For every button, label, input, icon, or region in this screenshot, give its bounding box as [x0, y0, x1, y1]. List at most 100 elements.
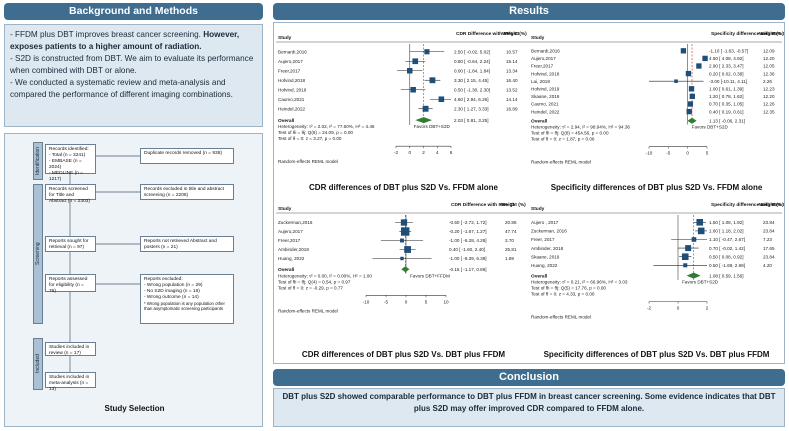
- prisma-connectors: [69, 155, 140, 372]
- weight-value: 15.14: [506, 59, 518, 64]
- excluded-reports-line: * Wrong population is any population oth…: [144, 300, 225, 311]
- ci-value: 0.50 [ -1.30, 2.30]: [454, 87, 490, 92]
- caption-p1: CDR differences of DBT plus S2D Vs. FFDM…: [309, 183, 498, 192]
- weight-value: 25.81: [505, 247, 517, 252]
- prisma-duplicates: Duplicate records removed (n = 938): [140, 148, 234, 164]
- x-tick-label: 5: [425, 299, 428, 304]
- ci-value: 0.70 [ 0.35, 1.05]: [709, 102, 743, 107]
- x-tick-label: 2: [422, 150, 425, 155]
- point-estimate-marker: [424, 49, 430, 55]
- point-estimate-marker: [400, 227, 410, 236]
- model-note: Random-effects REML model: [278, 159, 338, 164]
- overall-ci-value: 1.08 [ 0.59, 1.56]: [709, 273, 743, 278]
- forest-plot-spec-dbt-s2d-vs-dbt-ffdm: Study Specificity difference with 95% CIW…: [529, 202, 784, 320]
- weight-value: 12.09: [763, 49, 775, 54]
- weight-value: 12.05: [763, 64, 775, 69]
- x-tick-label: 5: [706, 151, 709, 156]
- excluded-reports-line: - Wrong population (n = 29): [144, 282, 203, 288]
- ci-value: 1.60 [ 1.18, 2.02]: [709, 229, 743, 234]
- column-header-weight: Weight (%): [759, 202, 784, 208]
- x-tick-label: -2: [647, 306, 652, 311]
- study-label: Huang, 2022: [531, 263, 558, 268]
- weight-value: 14.14: [506, 97, 518, 102]
- prisma-stage-identification: Identification: [33, 142, 43, 180]
- study-label: Heindel, 2022: [531, 109, 560, 114]
- ci-value: 1.00 [ 0.61, 1.39]: [709, 87, 743, 92]
- point-estimate-marker: [688, 86, 695, 92]
- column-header-weight: Weight (%): [759, 31, 784, 37]
- x-tick-label: 4: [436, 150, 439, 155]
- background-header: Background and Methods: [4, 3, 263, 20]
- prisma-in-review: Studies included in review (n = 17): [45, 342, 96, 356]
- model-note: Random-effects REML model: [531, 315, 591, 320]
- ci-value: -3.00 [-10.11, 4.11]: [709, 79, 747, 84]
- x-tick-label: -10: [363, 299, 370, 304]
- prisma-sought: Reports sought for retrieval (n = 97): [45, 236, 96, 252]
- heterogeneity-stat: Test of θ = 0: z = 4.33, p = 0.00: [531, 292, 595, 297]
- study-label: Hofvind, 2019: [278, 87, 307, 92]
- model-note: Random-effects REML model: [278, 308, 338, 313]
- study-label: Freer,2017: [278, 68, 301, 73]
- heterogeneity-stat: Test of θi = θj: Q(4) = 0.54, p = 0.97: [278, 279, 351, 284]
- prisma-screened: Records screened for Title and Abstract …: [45, 184, 96, 204]
- favors-label: Favors DBT+S2D: [682, 280, 719, 285]
- ci-value: 0.40 [ 0.19, 0.61]: [709, 109, 743, 114]
- weight-value: 12.23: [763, 87, 775, 92]
- ci-value: 2.90 [ 2.33, 3.47]: [709, 64, 743, 69]
- caption-p3: CDR differences of DBT plus S2D Vs. DBT …: [301, 350, 506, 359]
- ci-value: 3.30 [ 2.15, 4.45]: [454, 78, 488, 83]
- point-estimate-marker: [696, 219, 704, 226]
- prisma-caption: Study Selection: [104, 404, 165, 413]
- heterogeneity-stat: Heterogeneity: τ² = 0.21, I² = 66.96%, H…: [531, 280, 628, 285]
- x-tick-label: 6: [450, 150, 453, 155]
- point-estimate-marker: [685, 245, 692, 252]
- overall-ci-value: -0.15 [ -1.17, 0.86]: [449, 267, 487, 272]
- background-bullet-1: - FFDM plus DBT improves breast cancer s…: [10, 29, 257, 52]
- weight-value: 10.57: [506, 49, 518, 54]
- weight-value: 12.35: [763, 109, 775, 114]
- prisma-records-identified: Records identified: - Total (n = 3241) -…: [45, 144, 96, 182]
- weight-value: 4.20: [763, 263, 772, 268]
- x-tick-label: 0: [408, 150, 411, 155]
- ci-value: 4.50 [ 4.08, 4.92]: [709, 56, 743, 61]
- study-label: Hofvind,2018: [278, 78, 306, 83]
- prisma-not-retrieved: Reports not retrieved Abstract and poste…: [140, 236, 234, 252]
- background-panel: - FFDM plus DBT improves breast cancer s…: [4, 24, 263, 127]
- favors-label: Favors DBT+FFDM: [410, 273, 450, 278]
- x-tick-label: 0: [677, 306, 680, 311]
- point-estimate-marker: [404, 246, 411, 253]
- bullet-1-plain: - FFDM plus DBT improves breast cancer s…: [10, 30, 204, 39]
- study-label: Aujero,2017: [278, 59, 303, 64]
- weight-value: 13.52: [506, 87, 518, 92]
- ci-value: -0.20 [ -1.67, 1.27]: [449, 229, 487, 234]
- study-label: Zuckerman,2016: [278, 220, 313, 225]
- background-bullet-2: - S2D is constructed from DBT. We aim to…: [10, 54, 254, 75]
- weight-value: 23.84: [763, 254, 775, 259]
- conclusion-panel: [273, 388, 785, 427]
- study-label: Caumo,2021: [278, 97, 305, 102]
- ci-value: 0.50 [ -1.69, 2.69]: [709, 263, 745, 268]
- x-tick-label: -2: [394, 150, 399, 155]
- study-label: Freer,2017: [278, 238, 301, 243]
- model-note: Random-effects REML model: [531, 160, 591, 165]
- point-estimate-marker: [422, 105, 429, 112]
- study-label: Hofvind, 2019: [531, 87, 560, 92]
- prisma-panel: Identification Screening Included Record…: [4, 133, 263, 427]
- column-header-weight: Weight (%): [502, 31, 527, 37]
- overall-ci-value: 2.03 [ 0.81, 3.25]: [454, 118, 488, 123]
- point-estimate-marker: [702, 55, 708, 62]
- favors-label: Favors DBT+S2D: [692, 125, 729, 130]
- weight-value: 1.89: [505, 256, 514, 261]
- ci-value: 1.10 [ -0.47, 2.67]: [709, 237, 745, 242]
- weight-value: 47.74: [505, 229, 517, 234]
- conclusion-header: Conclusion: [273, 369, 785, 386]
- study-label: Ambinder,2018: [278, 247, 309, 252]
- heterogeneity-stat: Heterogeneity: τ² = 2.94, I² = 98.94%, H…: [531, 125, 630, 130]
- records-identified-line: Records identified:: [49, 146, 89, 152]
- ci-value: 0.00 [ -1.84, 1.84]: [454, 68, 490, 73]
- ci-value: 0.50 [ 0.08, 0.92]: [709, 254, 743, 259]
- column-header-study: Study: [531, 35, 545, 41]
- weight-value: 16.40: [506, 78, 518, 83]
